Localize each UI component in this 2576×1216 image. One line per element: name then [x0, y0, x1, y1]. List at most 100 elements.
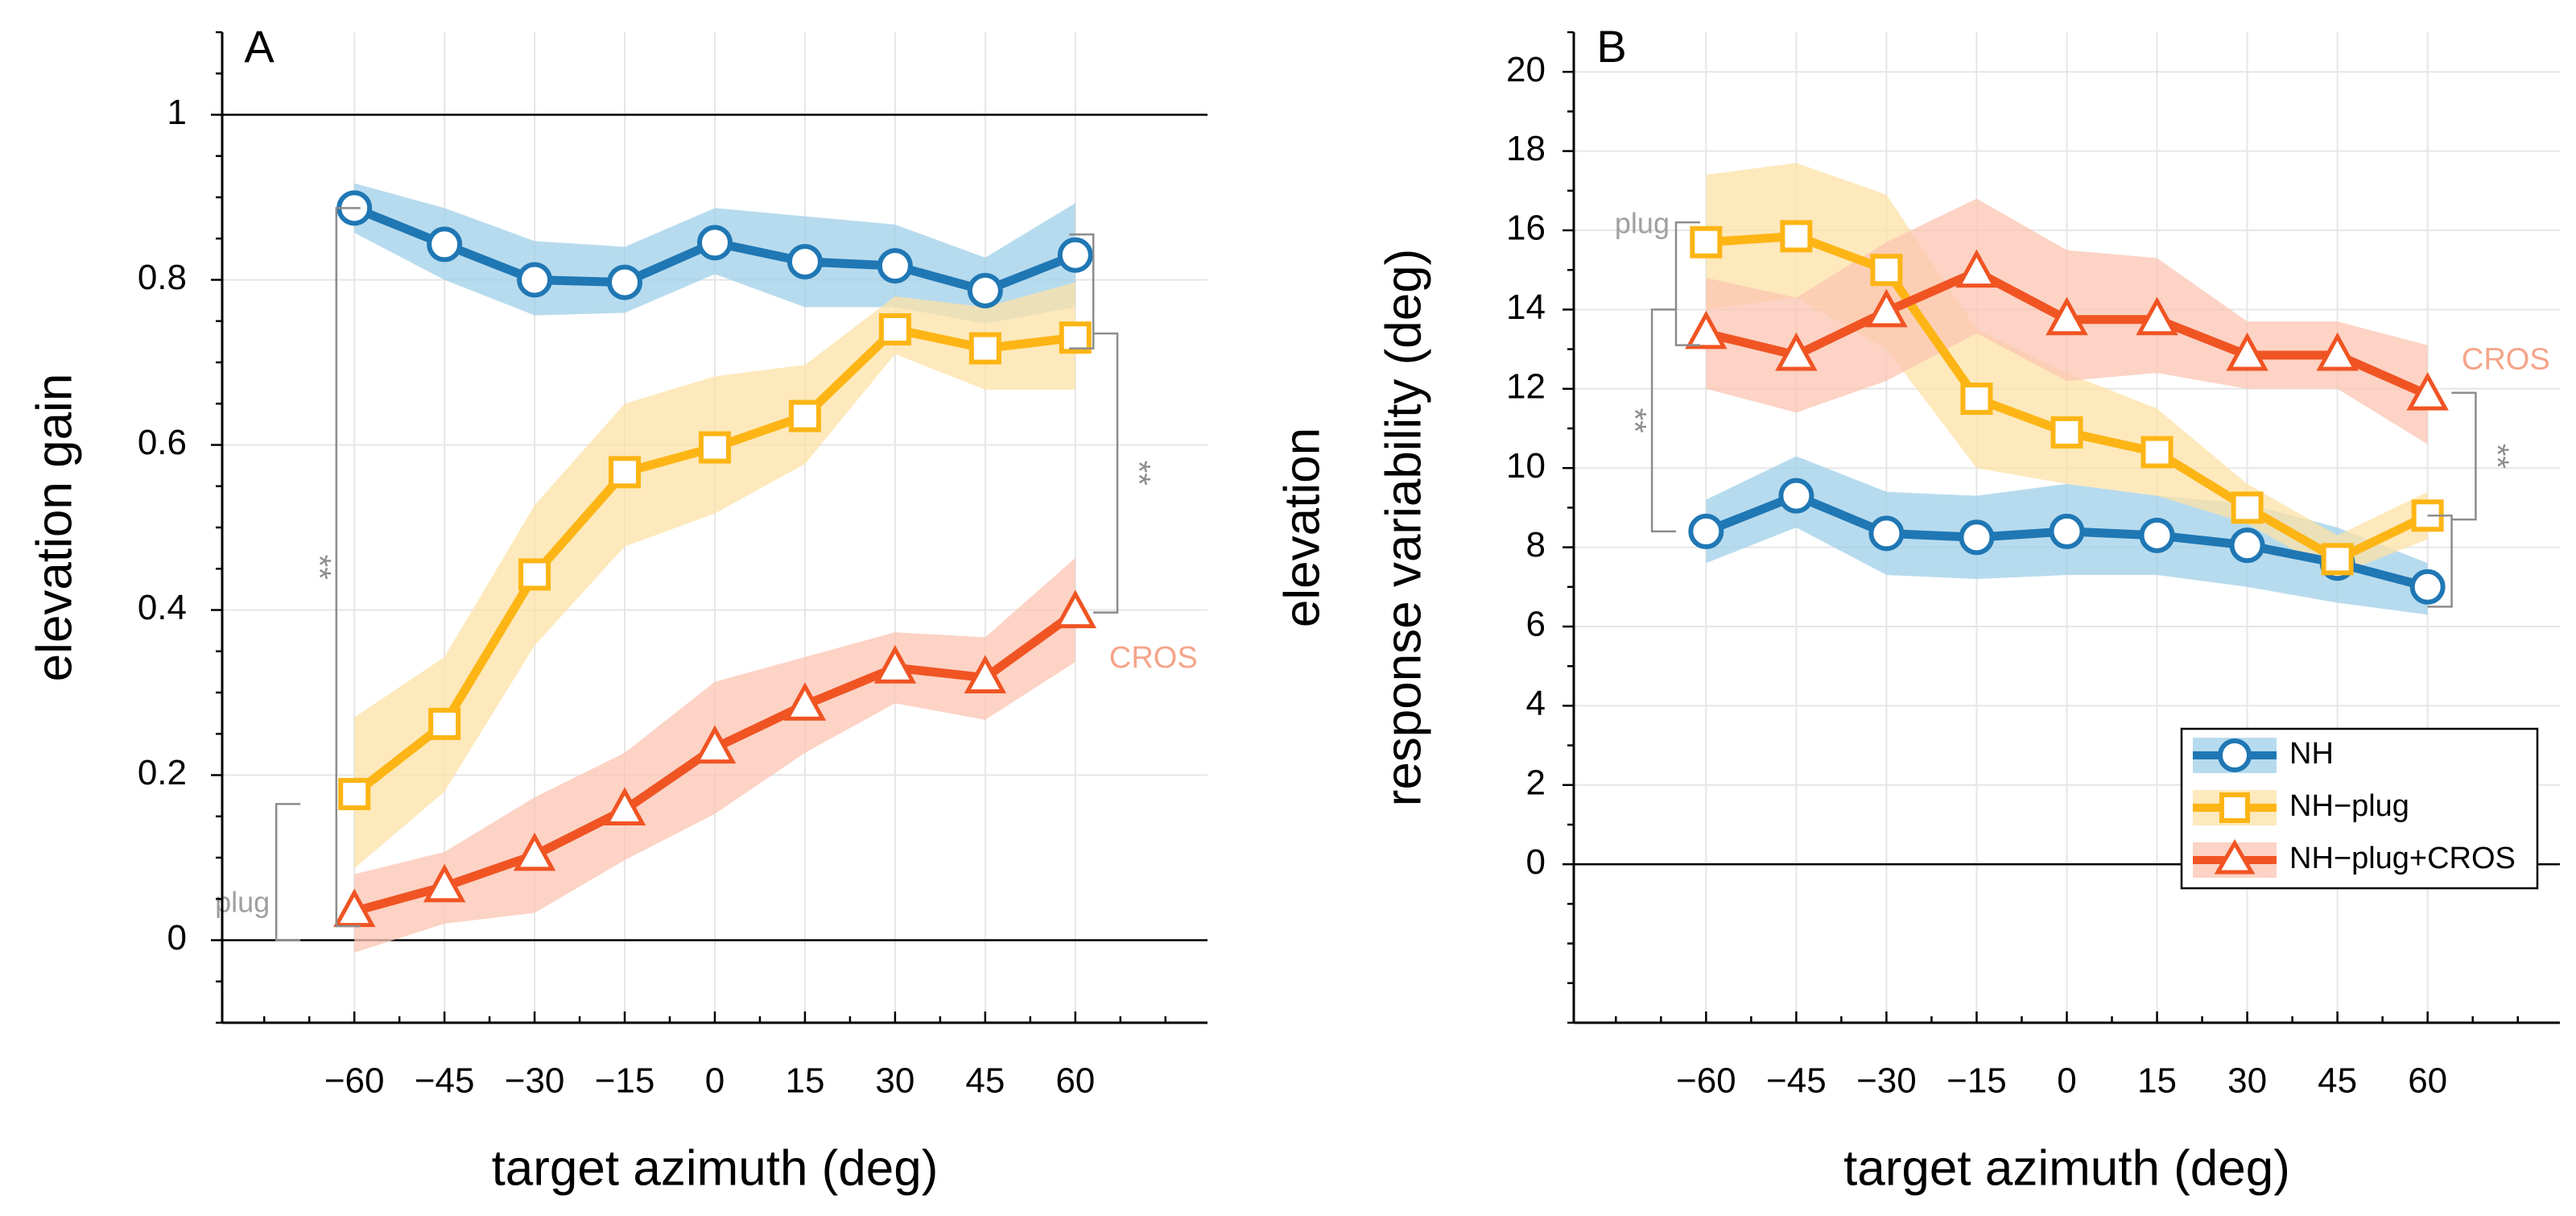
data-point-square	[2140, 436, 2174, 469]
legend-marker-circle	[2218, 738, 2252, 772]
data-point-triangle	[1955, 249, 1998, 288]
significance-label: **	[301, 555, 336, 580]
y-tick-label: 1	[167, 93, 187, 132]
y-tick-label: 6	[1526, 605, 1546, 644]
data-point-square	[1870, 254, 1903, 287]
significance-bracket	[335, 207, 361, 928]
significance-bracket	[1650, 308, 1677, 533]
confidence-band-1	[354, 282, 1075, 869]
plug-label: plug	[215, 885, 270, 918]
legend-entry-label: NH	[2289, 737, 2334, 771]
x-tick-label: 45	[965, 1061, 1005, 1101]
data-point-square	[1059, 321, 1092, 354]
plug-label: plug	[1615, 207, 1670, 240]
data-point-circle	[607, 264, 643, 300]
x-tick-label: −60	[324, 1061, 385, 1101]
data-point-square	[338, 778, 371, 811]
data-point-triangle	[1685, 310, 1728, 349]
data-point-circle	[697, 225, 733, 261]
data-point-triangle	[603, 787, 646, 826]
data-point-triangle	[2136, 296, 2178, 336]
y-tick-label: 16	[1506, 209, 1546, 248]
y-tick-label: 18	[1506, 129, 1546, 168]
significance-label: **	[2479, 444, 2515, 469]
data-point-circle	[1778, 478, 1814, 514]
y-tick-label: 0	[167, 918, 187, 957]
legend-marker-triangle	[2214, 839, 2256, 875]
data-point-square	[878, 313, 911, 345]
data-point-square	[428, 707, 461, 740]
significance-bracket	[2427, 514, 2453, 608]
y-tick-label: 0.6	[138, 423, 187, 462]
data-point-square	[1690, 225, 1723, 259]
significance-bracket	[1674, 221, 1700, 346]
data-point-circle	[1057, 237, 1093, 273]
x-tick-label: 30	[875, 1061, 914, 1101]
data-point-triangle	[513, 832, 556, 871]
data-point-triangle	[873, 645, 917, 684]
y-tick-label: 4	[1526, 684, 1546, 723]
panel-label: B	[1596, 21, 1626, 72]
x-tick-label: −30	[1856, 1061, 1917, 1101]
y-tick-label: 10	[1506, 446, 1546, 486]
data-point-square	[2231, 491, 2264, 524]
cros-label: CROS	[2462, 342, 2550, 376]
data-point-circle	[1688, 513, 1724, 549]
x-axis-label: target azimuth (deg)	[1843, 1140, 2290, 1196]
data-point-circle	[2229, 527, 2265, 564]
x-tick-label: −45	[1766, 1061, 1827, 1101]
legend: NH NH−plug NH−plug+CROS	[2180, 727, 2539, 890]
panel-label: A	[244, 21, 275, 72]
x-tick-label: −30	[505, 1061, 565, 1101]
data-point-circle	[786, 243, 823, 279]
data-point-square	[609, 456, 642, 489]
data-point-triangle	[1775, 332, 1818, 371]
data-point-triangle	[2406, 371, 2449, 411]
data-point-square	[518, 558, 551, 591]
data-point-triangle	[783, 682, 827, 721]
data-point-square	[699, 431, 731, 464]
data-point-circle	[517, 262, 553, 298]
data-point-square	[788, 399, 821, 432]
y-tick-label: 14	[1506, 287, 1546, 327]
data-point-circle	[877, 248, 913, 284]
y-tick-label: 0.2	[138, 753, 187, 792]
x-tick-label: 15	[785, 1061, 824, 1101]
data-point-triangle	[2046, 296, 2088, 336]
x-tick-label: 60	[2408, 1061, 2447, 1101]
data-point-triangle	[693, 725, 737, 764]
data-point-square	[2050, 416, 2083, 449]
data-point-circle	[1959, 519, 1995, 556]
data-point-square	[2321, 543, 2354, 576]
y-axis-label: elevation	[1274, 428, 1330, 627]
panel-a: ** plug ** CROS 0 0.2 0.4 0.6 0.8 1 −60 −45 −30 −15 0 1…	[27, 21, 1208, 1196]
y-tick-label: 0	[1526, 842, 1546, 882]
significance-label: **	[1617, 408, 1653, 433]
data-point-triangle	[964, 655, 1007, 694]
y-tick-label: 0.4	[138, 588, 187, 627]
data-point-square	[1780, 220, 1813, 253]
data-point-triangle	[2226, 332, 2268, 371]
data-point-triangle	[2316, 332, 2359, 371]
significance-bracket	[1069, 233, 1095, 349]
x-tick-label: 15	[2137, 1061, 2177, 1101]
x-tick-label: −45	[415, 1061, 475, 1101]
x-tick-label: −15	[1946, 1061, 2007, 1101]
data-point-square	[1960, 383, 1993, 416]
x-tick-label: −60	[1676, 1061, 1736, 1101]
significance-bracket	[275, 803, 301, 941]
y-tick-label: 20	[1506, 50, 1546, 89]
data-point-triangle	[423, 863, 466, 903]
x-tick-label: 45	[2318, 1061, 2357, 1101]
data-point-circle	[2049, 513, 2085, 549]
legend-entry-label: NH−plug+CROS	[2289, 842, 2516, 875]
data-point-circle	[967, 272, 1003, 308]
data-point-triangle	[332, 888, 376, 928]
x-axis-label: target azimuth (deg)	[492, 1140, 939, 1196]
y-tick-label: 2	[1526, 763, 1546, 802]
y-tick-label: 0.8	[138, 258, 187, 297]
x-tick-label: 60	[1055, 1061, 1095, 1101]
x-tick-label: 30	[2227, 1061, 2267, 1101]
data-point-circle	[2409, 569, 2446, 605]
